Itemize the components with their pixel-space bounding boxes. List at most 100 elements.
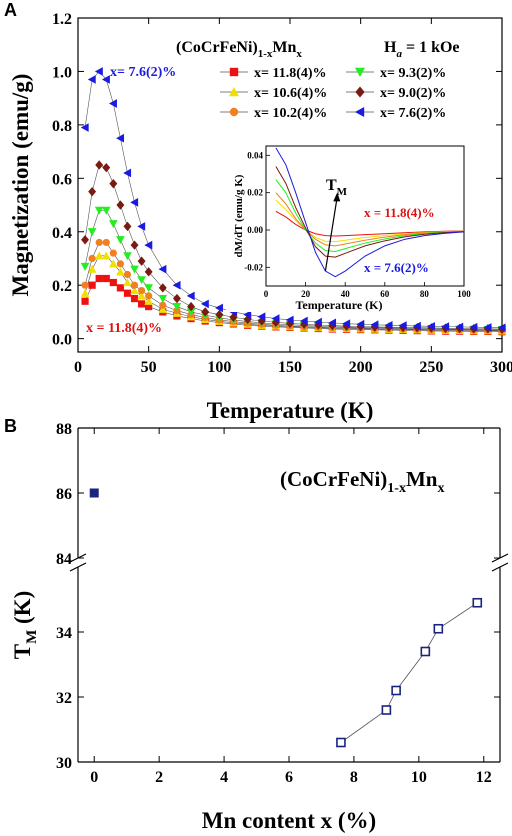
data-point-open: [336, 737, 346, 748]
field-label: Ha = 1 kOe: [384, 39, 460, 60]
data-point: [102, 162, 111, 173]
data-point: [271, 314, 280, 323]
inset-series-line: [275, 192, 465, 247]
data-point-open: [391, 685, 401, 696]
data-point: [130, 286, 139, 295]
y-tick-label: 1.2: [52, 11, 72, 28]
data-point: [130, 240, 139, 250]
data-point-open: [472, 597, 483, 608]
x-tick-label-b: 0: [90, 769, 98, 786]
y-axis-title-a: Magnetization (emu/g): [8, 74, 33, 297]
x-tick-label: 50: [141, 359, 157, 376]
y-axis-title-b: TM (K): [10, 591, 40, 659]
y-tick-label-b: 86: [56, 486, 72, 503]
data-point: [116, 267, 125, 276]
y-tick-label-b: 34: [56, 625, 72, 642]
chart-b: B 0 2 4 6 8 10 12 84 86 88 30 32 34 Mn content x (%) TM…: [4, 416, 509, 833]
inset-series-line: [275, 210, 465, 237]
inset-x-tick-label: 40: [341, 289, 351, 299]
inset-label-bottom: x = 7.6(2)%: [364, 260, 429, 275]
axis-break-mark: [69, 562, 87, 572]
y-tick-label-b: 32: [56, 690, 72, 707]
data-point: [88, 281, 96, 289]
data-point: [101, 251, 111, 260]
data-point: [88, 254, 96, 263]
data-point: [116, 133, 124, 143]
x-tick-label: 150: [278, 359, 302, 376]
data-point: [313, 317, 322, 327]
data-point: [159, 301, 167, 309]
data-point: [102, 274, 110, 283]
inset-label-top: x = 11.8(4)%: [364, 205, 435, 220]
data-point: [116, 284, 124, 292]
data-point: [299, 316, 308, 326]
data-point: [229, 312, 238, 322]
y-tick-label: 0.0: [52, 332, 72, 349]
inset-x-tick-label: 60: [380, 289, 390, 299]
legend-label: x= 10.2(4)%: [254, 106, 327, 121]
x-tick-label-b: 2: [155, 769, 163, 786]
legend-marker: [354, 106, 365, 118]
data-point: [130, 198, 139, 207]
annotation-top: x= 7.6(2)%: [110, 65, 176, 80]
data-point: [109, 178, 118, 189]
data-point: [137, 276, 146, 285]
legend-title: (CoCrFeNi)1-xMnx: [176, 39, 302, 60]
inset-y-tick-label: 0.00: [247, 225, 263, 235]
data-point: [130, 294, 139, 303]
data-point: [95, 238, 103, 247]
inset-background: [226, 142, 470, 312]
data-point: [370, 320, 379, 330]
data-point: [455, 322, 464, 332]
data-point: [87, 75, 96, 84]
data-point: [144, 240, 153, 250]
legend-marker: [228, 86, 240, 97]
data-point: [158, 294, 168, 303]
inset-series-line: [275, 147, 465, 278]
tm-arrow-head: [333, 192, 341, 202]
data-point: [101, 206, 111, 215]
y-tick-label-b: 84: [56, 551, 72, 568]
data-point: [101, 75, 110, 84]
data-point: [138, 300, 146, 308]
legend-marker: [354, 67, 366, 78]
data-point: [328, 318, 336, 328]
legend-label: x= 7.6(2)%: [380, 106, 446, 121]
data-point: [144, 296, 153, 305]
data-point: [81, 297, 89, 305]
legend-label: x= 11.8(4)%: [254, 66, 327, 81]
data-point: [356, 319, 365, 329]
data-point: [123, 168, 132, 178]
data-point: [116, 236, 125, 245]
data-point: [145, 302, 153, 311]
data-point: [109, 249, 117, 257]
data-point: [271, 317, 280, 328]
data-point: [243, 310, 252, 319]
legend-marker: [355, 86, 365, 98]
x-axis-title-b: Mn content x (%): [202, 808, 376, 833]
inset-y-tick-label: 0.02: [247, 188, 263, 198]
data-point: [483, 323, 492, 332]
chart-a: A0 50 100 150 200 250 3000.00.20.40.60.81.01.2…: [4, 0, 512, 423]
data-point: [80, 262, 90, 271]
inset-y-axis-title: dM/dT (emu/g K): [233, 174, 245, 257]
x-tick-label: 250: [419, 359, 443, 376]
data-point: [172, 293, 181, 304]
data-point: [158, 283, 167, 293]
data-point: [145, 292, 153, 300]
x-tick-label: 100: [207, 359, 231, 376]
data-point: [137, 291, 146, 300]
data-point: [215, 303, 223, 313]
chart-a-inset: 0 20 40 60 80 100 0.04 0.02 0.00 -0.02 Temperature…: [226, 142, 471, 312]
x-tick-label-b: 4: [220, 769, 228, 786]
inset-x-tick-label: 80: [420, 289, 430, 299]
data-point: [257, 312, 266, 322]
data-point: [123, 270, 132, 279]
inset-x-tick-label: 0: [264, 289, 269, 299]
data-point: [172, 302, 182, 311]
data-point: [243, 314, 252, 325]
data-point-open: [381, 705, 392, 715]
data-point: [158, 264, 167, 274]
data-point-open: [420, 646, 431, 657]
